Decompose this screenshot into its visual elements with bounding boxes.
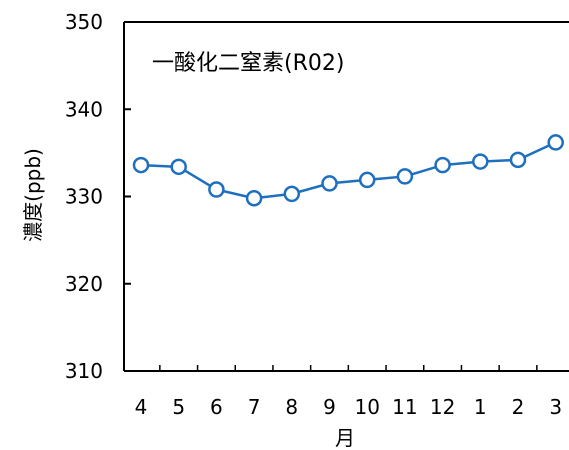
data-point-7: [245, 189, 263, 207]
y-tick-label-340: 340: [65, 97, 103, 121]
series-line-0: [140, 141, 557, 200]
x-tick-label-10: 10: [354, 395, 379, 419]
x-tick-labels: 4 5 6 7 8 9 10 11 12 1 2 3: [135, 395, 562, 419]
data-point-1: [472, 153, 489, 170]
x-tick-label-7: 7: [248, 395, 261, 419]
y-tick-label-350: 350: [65, 10, 103, 34]
x-tick-label-11: 11: [392, 395, 417, 419]
x-axis-title: 月: [335, 426, 355, 450]
y-tick-label-320: 320: [65, 272, 103, 296]
x-tick-label-6: 6: [210, 395, 223, 419]
chart-title: 一酸化二窒素(R02): [152, 51, 344, 76]
y-axis-title: 濃度(ppb): [21, 148, 45, 242]
x-tick-label-9: 9: [323, 395, 336, 419]
y-tick-label-310: 310: [65, 359, 103, 383]
data-point-5: [170, 158, 187, 176]
x-tick-label-4: 4: [135, 395, 148, 419]
data-point-10: [358, 171, 376, 189]
data-point-4: [132, 156, 150, 174]
x-tick-label-3: 3: [549, 395, 562, 419]
y-tick-labels: 310 320 330 340 350: [65, 10, 103, 383]
x-tick-label-12: 12: [430, 395, 455, 419]
x-tick-label-2: 2: [512, 395, 525, 419]
x-tick-label-1: 1: [474, 395, 487, 419]
x-tick-label-8: 8: [285, 395, 298, 419]
data-point-3: [547, 134, 564, 151]
data-point-11: [396, 168, 414, 185]
y-tick-label-330: 330: [65, 185, 103, 209]
data-point-2: [509, 151, 527, 169]
series: [132, 134, 564, 207]
axes: [123, 21, 569, 372]
data-point-12: [434, 156, 451, 174]
x-tick-label-5: 5: [172, 395, 185, 419]
data-point-9: [321, 175, 338, 192]
data-point-6: [208, 181, 225, 198]
data-point-8: [283, 185, 301, 203]
